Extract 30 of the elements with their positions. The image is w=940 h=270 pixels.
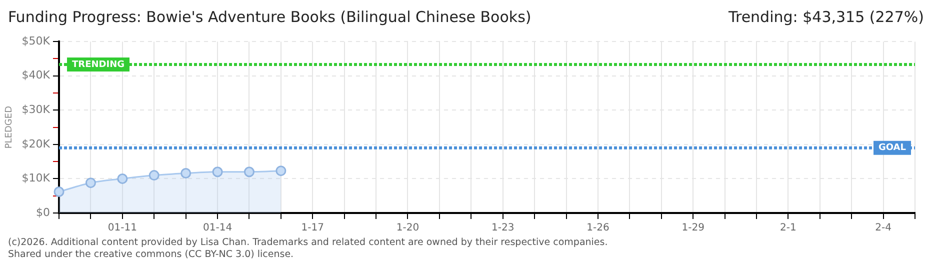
point bbox=[54, 186, 64, 197]
ref-line-label: GOAL bbox=[878, 143, 906, 154]
x-tick-label: 2-1 bbox=[780, 222, 796, 234]
x-tick-label: 01-11 bbox=[108, 222, 137, 234]
x-tick-label: 1-26 bbox=[586, 222, 610, 234]
point bbox=[244, 166, 254, 178]
chart-title: Funding Progress: Bowie's Adventure Books (Bilingual Chinese Books) bbox=[8, 8, 532, 28]
chart-subtitle: Trending: $43,315 (227%) bbox=[728, 8, 924, 28]
y-tick-label: $20K bbox=[22, 137, 51, 150]
y-axis-title: PLEDGED bbox=[4, 106, 15, 149]
x-tick-label: 2-4 bbox=[875, 222, 892, 234]
x-tick-label: 1-29 bbox=[682, 222, 704, 234]
text: Shared under the creative commons (CC BY-NC 3.0) license. bbox=[8, 249, 295, 261]
y-tick-label: $10K bbox=[22, 172, 51, 185]
y-tick-label: $40K bbox=[22, 68, 51, 82]
point bbox=[117, 173, 128, 184]
y-tick-label: $30K bbox=[22, 103, 51, 116]
point bbox=[148, 170, 160, 181]
x-tick-label: 1-20 bbox=[396, 222, 420, 234]
point bbox=[85, 178, 96, 188]
y-tick-label: $50K bbox=[22, 34, 51, 48]
point bbox=[276, 166, 286, 176]
text: (c)2026. Additional content provided by Lisa Chan. Trademarks and related content are owned by their respective companies. bbox=[8, 237, 609, 249]
x-tick-label: 01-14 bbox=[202, 222, 232, 234]
y-tick-label: $0 bbox=[36, 206, 50, 219]
ref-line-label: TRENDING bbox=[72, 60, 125, 70]
x-tick-label: 1-17 bbox=[301, 222, 324, 234]
x-tick-label: 1-23 bbox=[492, 222, 514, 234]
point bbox=[180, 168, 192, 178]
point bbox=[212, 166, 223, 178]
